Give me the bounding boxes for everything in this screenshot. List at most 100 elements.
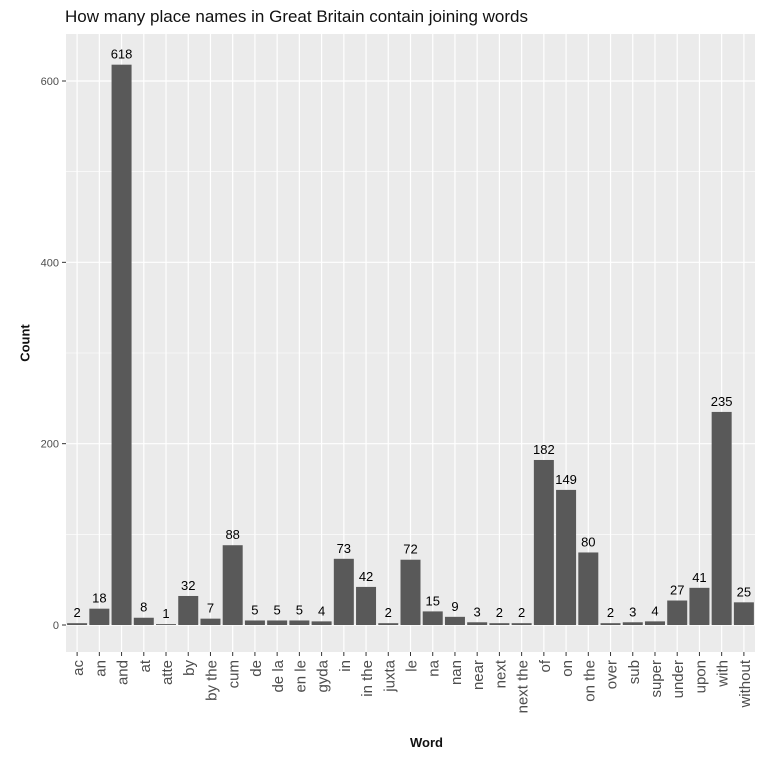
bar: [356, 586, 377, 625]
x-tick-label: gyda: [315, 659, 332, 692]
bar: [222, 545, 243, 625]
bar: [156, 624, 177, 625]
data-label: 4: [318, 603, 325, 618]
x-tick-label: de la: [270, 659, 287, 692]
bar: [578, 552, 599, 625]
data-label: 8: [140, 600, 147, 615]
x-tick-label: over: [604, 660, 621, 689]
y-tick-label: 200: [41, 439, 59, 451]
data-label: 5: [274, 602, 281, 617]
data-label: 27: [670, 583, 684, 598]
data-label: 5: [296, 602, 303, 617]
bar: [89, 608, 110, 625]
data-label: 7: [207, 601, 214, 616]
x-tick-label: en le: [292, 660, 309, 693]
x-tick-label: by: [181, 660, 198, 676]
bar: [444, 616, 465, 625]
data-label: 2: [496, 605, 503, 620]
data-label: 42: [359, 569, 373, 584]
bar: [67, 623, 88, 625]
bar: [533, 459, 554, 625]
bar: [311, 621, 332, 625]
x-tick-label: without: [737, 659, 754, 708]
data-label: 88: [225, 527, 239, 542]
bar: [556, 489, 577, 625]
data-label: 2: [385, 605, 392, 620]
x-tick-label: upon: [692, 660, 709, 693]
data-label: 3: [629, 604, 636, 619]
x-tick-label: in the: [359, 660, 376, 697]
bar: [622, 622, 643, 625]
data-label: 1: [162, 606, 169, 621]
data-label: 80: [581, 534, 595, 549]
data-label: 4: [651, 603, 658, 618]
data-label: 618: [111, 47, 133, 62]
bar: [733, 602, 754, 625]
data-label: 235: [711, 394, 733, 409]
bar: [600, 623, 621, 625]
y-tick-label: 600: [41, 76, 59, 88]
bar: [289, 620, 310, 625]
x-tick-label: sub: [626, 660, 643, 684]
bar: [711, 411, 732, 625]
x-tick-label: nan: [448, 660, 465, 685]
data-label: 18: [92, 591, 106, 606]
bar: [178, 595, 199, 625]
data-label: 182: [533, 442, 555, 457]
data-label: 5: [251, 602, 258, 617]
bar: [667, 600, 688, 625]
y-tick-label: 0: [53, 620, 59, 632]
data-label: 2: [607, 605, 614, 620]
x-tick-label: in: [337, 660, 354, 672]
x-tick-label: an: [92, 660, 109, 677]
data-label: 72: [403, 542, 417, 557]
bar: [244, 620, 265, 625]
bar: [267, 620, 288, 625]
x-tick-label: under: [670, 660, 687, 698]
x-tick-label: on the: [581, 660, 598, 702]
bar: [200, 618, 221, 625]
x-tick-label: with: [715, 660, 732, 688]
x-tick-label: le: [404, 660, 421, 672]
x-tick-label: and: [115, 660, 132, 685]
x-axis-title: Word: [410, 735, 443, 750]
data-label: 41: [692, 570, 706, 585]
bar: [467, 622, 488, 625]
bar: [489, 623, 510, 625]
bar: [333, 558, 354, 625]
x-tick-label: next: [492, 659, 509, 688]
bar: [133, 617, 154, 625]
bar: [111, 64, 132, 626]
x-tick-label: at: [137, 659, 154, 672]
data-label: 15: [425, 593, 439, 608]
bar: [689, 587, 710, 625]
chart-title: How many place names in Great Britain co…: [65, 7, 529, 26]
x-tick-label: cum: [226, 660, 243, 688]
x-tick-label: juxta: [381, 659, 398, 692]
x-tick-label: ac: [70, 660, 87, 676]
x-tick-label: super: [648, 660, 665, 698]
x-tick-label: atte: [159, 660, 176, 685]
data-label: 149: [555, 472, 577, 487]
bar: [400, 559, 421, 625]
data-label: 2: [73, 605, 80, 620]
x-tick-label: de: [248, 660, 265, 677]
bar: [644, 621, 665, 625]
bar: [511, 623, 532, 625]
data-label: 73: [337, 541, 351, 556]
data-label: 25: [737, 584, 751, 599]
x-tick-label: na: [426, 659, 443, 676]
data-label: 3: [474, 604, 481, 619]
data-label: 32: [181, 578, 195, 593]
bar: [422, 611, 443, 625]
x-tick-label: next the: [515, 660, 532, 713]
bar: [378, 623, 399, 625]
x-tick-label: near: [470, 660, 487, 690]
y-tick-label: 400: [41, 257, 59, 269]
x-tick-label: of: [537, 659, 554, 672]
data-label: 9: [451, 599, 458, 614]
x-tick-label: by the: [203, 660, 220, 701]
data-label: 2: [518, 605, 525, 620]
